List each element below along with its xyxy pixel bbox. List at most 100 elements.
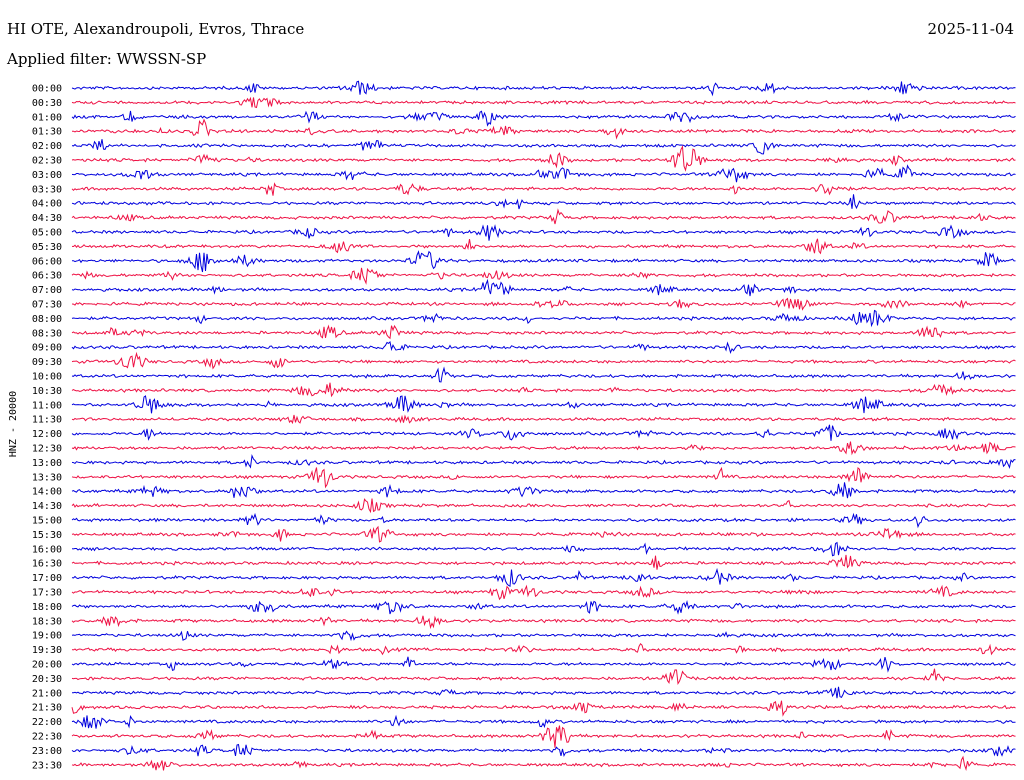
trace-row-1330: [71, 466, 1016, 489]
time-label-1930: 19:30: [32, 645, 62, 656]
time-label-0500: 05:00: [32, 228, 62, 239]
trace-row-2000: [71, 656, 1016, 673]
trace-row-1700: [71, 567, 1016, 587]
trace-row-1500: [71, 512, 1016, 529]
time-label-2300: 23:00: [32, 746, 62, 757]
trace-row-0400: [71, 194, 1016, 210]
trace-row-1730: [71, 584, 1016, 601]
trace-row-1930: [71, 643, 1016, 656]
trace-row-0030: [71, 96, 1016, 109]
filter-label: Applied filter: WWSSN-SP: [7, 50, 207, 68]
trace-row-2030: [71, 668, 1016, 685]
trace-row-0800: [71, 309, 1016, 328]
time-label-1200: 12:00: [32, 429, 62, 440]
time-label-2200: 22:00: [32, 717, 62, 728]
trace-row-0500: [71, 224, 1016, 241]
trace-row-1200: [71, 424, 1016, 441]
trace-row-0600: [71, 250, 1016, 273]
time-label-0000: 00:00: [32, 84, 62, 95]
trace-row-1530: [71, 525, 1016, 543]
time-label-1900: 19:00: [32, 631, 62, 642]
trace-row-1100: [71, 395, 1016, 414]
time-label-0330: 03:30: [32, 184, 62, 195]
time-label-0700: 07:00: [32, 285, 62, 296]
time-label-2230: 22:30: [32, 732, 62, 743]
trace-row-1130: [71, 414, 1016, 425]
station-title: HI OTE, Alexandroupoli, Evros, Thrace: [7, 20, 305, 38]
time-label-1530: 15:30: [32, 530, 62, 541]
trace-row-2100: [71, 686, 1016, 699]
time-label-0830: 08:30: [32, 328, 62, 339]
time-label-1800: 18:00: [32, 602, 62, 613]
trace-row-1230: [71, 441, 1016, 456]
trace-row-0930: [71, 351, 1016, 370]
trace-row-1400: [71, 482, 1016, 499]
trace-row-0430: [71, 208, 1016, 225]
time-label-1500: 15:00: [32, 516, 62, 527]
date-label: 2025-11-04: [927, 20, 1014, 38]
time-label-1330: 13:30: [32, 472, 62, 483]
time-label-0200: 02:00: [32, 141, 62, 152]
trace-row-0900: [71, 341, 1016, 355]
time-label-0430: 04:30: [32, 213, 62, 224]
trace-row-0730: [71, 297, 1016, 311]
time-label-0400: 04:00: [32, 199, 62, 210]
trace-row-1030: [71, 382, 1016, 398]
trace-row-1600: [71, 541, 1016, 557]
trace-row-0230: [71, 145, 1016, 172]
time-label-2330: 23:30: [32, 760, 62, 771]
time-label-0030: 00:30: [32, 98, 62, 109]
trace-row-0300: [71, 164, 1016, 183]
trace-row-1630: [71, 554, 1016, 570]
time-label-0530: 05:30: [32, 242, 62, 253]
trace-row-0530: [71, 238, 1016, 255]
seismic-traces: [71, 80, 1016, 771]
trace-row-0630: [71, 267, 1016, 285]
trace-row-0130: [72, 118, 1016, 140]
time-label-0630: 06:30: [32, 271, 62, 282]
time-label-1000: 10:00: [32, 372, 62, 383]
time-label-1100: 11:00: [32, 400, 62, 411]
trace-row-2330: [71, 755, 1016, 771]
time-label-0600: 06:00: [32, 256, 62, 267]
trace-row-1430: [71, 498, 1016, 514]
time-labels: 00:00 00:30 01:00 01:30 02:00 02:30 03:00 03:30…: [32, 84, 62, 772]
time-label-2000: 20:00: [32, 660, 62, 671]
time-label-0300: 03:00: [32, 170, 62, 181]
time-label-0100: 01:00: [32, 112, 62, 123]
time-label-0730: 07:30: [32, 300, 62, 311]
trace-row-0330: [71, 182, 1016, 196]
time-label-1600: 16:00: [32, 544, 62, 555]
trace-row-1000: [71, 366, 1016, 383]
time-label-1130: 11:30: [32, 415, 62, 426]
time-label-1430: 14:30: [32, 501, 62, 512]
time-label-0900: 09:00: [32, 343, 62, 354]
time-label-1830: 18:30: [32, 616, 62, 627]
time-label-1300: 13:00: [32, 458, 62, 469]
y-axis-label: HNZ - 20000: [8, 391, 19, 457]
trace-row-2200: [71, 714, 1016, 729]
trace-row-1830: [71, 615, 1016, 630]
time-label-1700: 17:00: [32, 573, 62, 584]
trace-row-0000: [71, 80, 1016, 97]
time-label-2030: 20:30: [32, 674, 62, 685]
trace-row-0830: [71, 324, 1016, 340]
time-label-0800: 08:00: [32, 314, 62, 325]
trace-row-2130: [71, 700, 1016, 717]
time-label-1230: 12:30: [32, 444, 62, 455]
time-label-1030: 10:30: [32, 386, 62, 397]
time-label-1730: 17:30: [32, 588, 62, 599]
time-label-1630: 16:30: [32, 559, 62, 570]
trace-row-2230: [71, 725, 1016, 748]
time-label-2130: 21:30: [32, 703, 62, 714]
time-label-0930: 09:30: [32, 357, 62, 368]
trace-row-0700: [71, 278, 1016, 297]
trace-row-2300: [71, 743, 1016, 758]
time-label-0130: 01:30: [32, 127, 62, 138]
time-label-1400: 14:00: [32, 487, 62, 498]
trace-row-1900: [71, 630, 1016, 642]
trace-row-0100: [71, 110, 1016, 127]
trace-row-1300: [71, 454, 1016, 469]
time-label-2100: 21:00: [32, 688, 62, 699]
